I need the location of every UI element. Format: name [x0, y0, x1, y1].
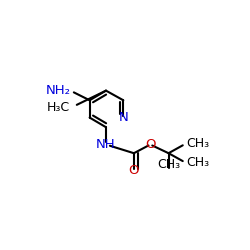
Text: NH: NH: [96, 138, 116, 151]
Text: CH₃: CH₃: [186, 156, 209, 169]
Text: O: O: [145, 138, 156, 151]
Text: N: N: [118, 111, 128, 124]
Text: CH₃: CH₃: [186, 137, 209, 150]
Text: H₃C: H₃C: [47, 102, 70, 114]
Text: NH₂: NH₂: [46, 84, 70, 97]
Text: O: O: [129, 164, 139, 177]
Text: CH₃: CH₃: [157, 158, 180, 172]
